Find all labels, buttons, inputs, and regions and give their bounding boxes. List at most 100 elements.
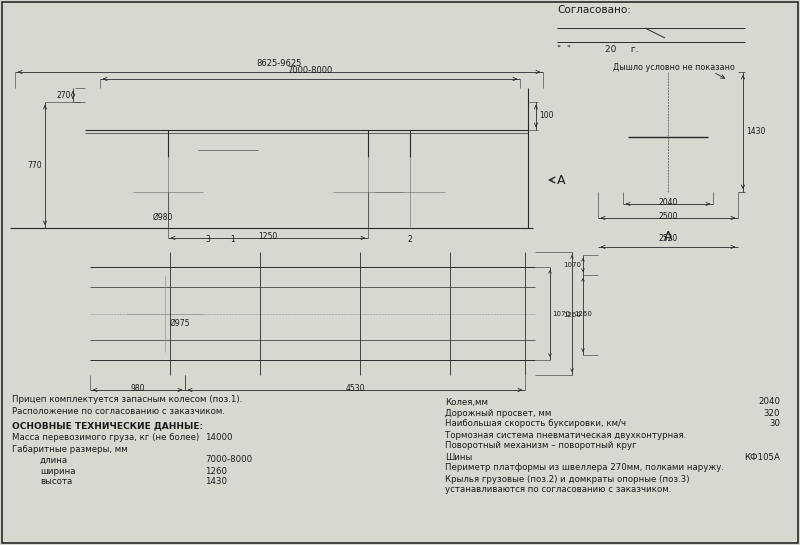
Bar — [343, 252, 367, 270]
Circle shape — [159, 183, 177, 201]
Text: 1070: 1070 — [552, 311, 570, 317]
Circle shape — [406, 188, 414, 196]
Bar — [90, 252, 535, 375]
Text: 7000-8000: 7000-8000 — [205, 456, 252, 464]
Text: 1: 1 — [230, 235, 235, 245]
Circle shape — [333, 157, 403, 227]
Circle shape — [364, 188, 372, 196]
Text: 1250: 1250 — [258, 232, 278, 241]
Text: 1430: 1430 — [746, 128, 766, 136]
Text: Ø980: Ø980 — [153, 213, 174, 221]
Circle shape — [715, 129, 731, 145]
Text: 1260: 1260 — [574, 311, 592, 317]
Text: 1260: 1260 — [205, 467, 227, 475]
Text: КФ105А: КФ105А — [744, 452, 780, 462]
Text: 2040: 2040 — [758, 397, 780, 407]
Circle shape — [220, 283, 280, 343]
Bar — [598, 97, 628, 167]
Text: А: А — [557, 173, 566, 186]
Text: 1260: 1260 — [563, 312, 581, 318]
Text: Расположение по согласованию с заказчиком.: Расположение по согласованию с заказчико… — [12, 407, 225, 415]
Circle shape — [359, 183, 377, 201]
Text: Дорожный просвет, мм: Дорожный просвет, мм — [445, 409, 551, 417]
Bar — [360, 272, 450, 355]
Circle shape — [127, 276, 203, 352]
Bar — [603, 260, 633, 350]
Polygon shape — [8, 254, 92, 373]
Text: 14000: 14000 — [205, 433, 233, 443]
Text: 980: 980 — [130, 384, 145, 393]
Text: Прицеп комплектуется запасным колесом (поз.1).: Прицеп комплектуется запасным колесом (п… — [12, 396, 242, 404]
Bar — [598, 255, 738, 355]
Text: Ø975: Ø975 — [170, 319, 190, 328]
Circle shape — [605, 129, 621, 145]
Bar — [155, 252, 175, 268]
Circle shape — [591, 115, 635, 159]
Text: Поворотный механизм – поворотный круг: Поворотный механизм – поворотный круг — [445, 441, 637, 451]
Bar — [198, 132, 258, 167]
Circle shape — [8, 306, 24, 322]
Text: "  ": " " — [557, 45, 571, 54]
Bar — [633, 107, 703, 152]
Bar — [388, 252, 412, 270]
Text: 2: 2 — [408, 235, 412, 245]
Text: 8625-9625: 8625-9625 — [256, 59, 302, 68]
Circle shape — [401, 183, 419, 201]
Text: 3: 3 — [206, 235, 210, 245]
Bar — [600, 74, 736, 90]
Text: 7000-8000: 7000-8000 — [287, 66, 333, 75]
Text: 2500: 2500 — [658, 212, 678, 221]
Bar — [638, 275, 698, 335]
Circle shape — [375, 157, 445, 227]
Bar — [433, 252, 457, 270]
Bar — [388, 357, 412, 375]
Bar — [708, 97, 738, 167]
Polygon shape — [668, 275, 698, 355]
Text: 2520: 2520 — [658, 234, 678, 243]
Text: Габаритные размеры, мм: Габаритные размеры, мм — [12, 445, 128, 453]
Bar — [85, 88, 528, 102]
Text: 770: 770 — [27, 160, 42, 169]
Text: А: А — [664, 231, 672, 244]
Text: 2040: 2040 — [658, 198, 678, 207]
Text: Периметр платформы из швеллера 270мм, полками наружу.: Периметр платформы из швеллера 270мм, по… — [445, 463, 724, 473]
Circle shape — [656, 117, 680, 141]
Text: 270: 270 — [57, 90, 71, 100]
Text: Шины: Шины — [445, 452, 472, 462]
Text: 100: 100 — [539, 112, 554, 120]
Circle shape — [17, 214, 21, 218]
Text: 1430: 1430 — [205, 477, 227, 487]
Text: Масса перевозимого груза, кг (не более): Масса перевозимого груза, кг (не более) — [12, 433, 199, 443]
Text: Крылья грузовые (поз.2) и домкраты опорные (поз.3): Крылья грузовые (поз.2) и домкраты опорн… — [445, 475, 690, 483]
Text: Колея,мм: Колея,мм — [445, 397, 488, 407]
Bar — [360, 135, 376, 160]
Text: Тормозная система пневматическая двухконтурная.: Тормозная система пневматическая двухкон… — [445, 431, 686, 439]
Text: 4530: 4530 — [346, 384, 365, 393]
Text: Дышло условно не показано: Дышло условно не показано — [613, 64, 735, 72]
Bar — [402, 135, 418, 160]
Circle shape — [238, 301, 262, 325]
Text: ОСНОВНЫЕ ТЕХНИЧЕСКИЕ ДАННЫЕ:: ОСНОВНЫЕ ТЕХНИЧЕСКИЕ ДАННЫЕ: — [12, 421, 203, 431]
Text: Наибольшая скорость буксировки, км/ч: Наибольшая скорость буксировки, км/ч — [445, 420, 626, 428]
Bar — [703, 260, 733, 350]
Bar — [160, 135, 176, 160]
Polygon shape — [638, 275, 668, 355]
Circle shape — [133, 157, 203, 227]
Text: Согласовано:: Согласовано: — [557, 5, 631, 15]
Polygon shape — [15, 93, 85, 218]
Text: 320: 320 — [763, 409, 780, 417]
Bar — [155, 359, 175, 375]
Bar — [343, 357, 367, 375]
Text: 1070: 1070 — [563, 262, 581, 268]
Circle shape — [164, 188, 172, 196]
Text: 30: 30 — [769, 420, 780, 428]
Bar — [433, 357, 457, 375]
Bar — [598, 72, 738, 192]
Text: устанавливаются по согласованию с заказчиком.: устанавливаются по согласованию с заказч… — [445, 486, 671, 494]
Circle shape — [150, 299, 180, 329]
Bar — [215, 272, 285, 355]
Circle shape — [604, 291, 632, 319]
Text: длина: длина — [40, 456, 68, 464]
Text: 20     г.: 20 г. — [605, 45, 638, 54]
Circle shape — [704, 291, 732, 319]
